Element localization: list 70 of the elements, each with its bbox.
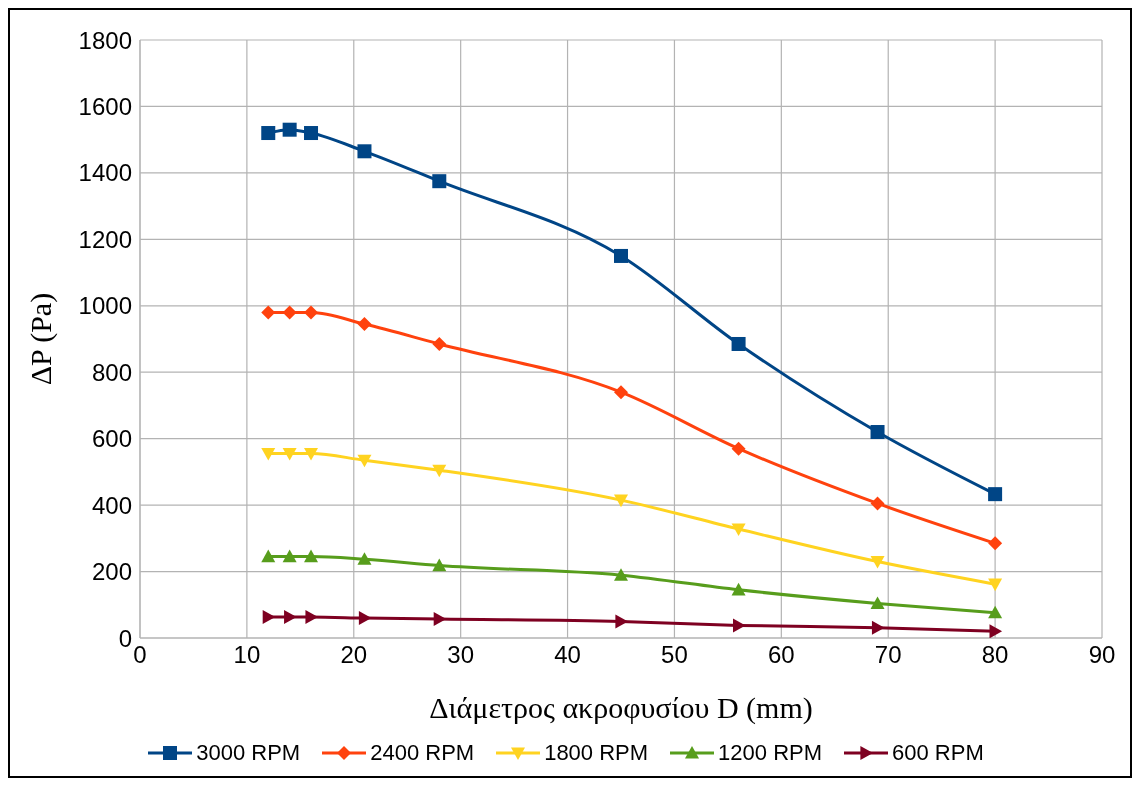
point [870,555,885,569]
point [614,494,628,508]
y-tick-label: 0 [118,624,132,652]
x-tick-label: 50 [661,641,688,669]
point [871,620,885,635]
x-axis-title: Διάμετρος ακροφυσίου D (mm) [429,691,813,725]
y-tick-label: 800 [91,358,132,386]
x-tick-label: 10 [233,641,261,669]
legend-label: 3000 RPM [196,740,301,766]
point [988,578,1003,592]
point [988,487,1003,502]
legend-label: 2400 RPM [370,740,475,766]
y-tick-label: 1000 [78,292,132,320]
point [614,248,628,263]
point [731,523,746,537]
point [432,464,447,478]
point [870,596,885,610]
point [731,336,746,351]
y-tick-label: 1200 [78,225,132,253]
y-axis-title: ΔP (Pa) [23,292,58,386]
x-tick-label: 20 [340,641,368,669]
point [432,336,447,351]
point [432,174,447,189]
point [282,549,297,563]
point [357,317,372,332]
point [261,305,276,320]
point [731,441,746,456]
point [432,558,447,572]
point [262,610,276,625]
legend-label: 1200 RPM [718,740,823,766]
y-tick-label: 400 [91,491,132,519]
point [614,385,628,400]
point [304,549,319,563]
x-tick-label: 70 [874,641,902,669]
x-tick-label: 40 [554,641,581,669]
point [989,624,1003,638]
point [870,425,885,440]
point [261,126,276,141]
legend-label: 600 RPM [892,740,984,766]
point [304,448,319,461]
y-tick-label: 600 [91,425,132,453]
point [731,582,746,596]
point [357,552,372,565]
point [870,496,885,511]
y-tick-label: 1800 [78,26,132,54]
x-tick-label: 60 [767,641,795,669]
y-tick-label: 1600 [78,92,132,120]
point [614,568,628,581]
x-tick-label: 80 [981,641,1009,669]
point [282,448,297,461]
x-tick-label: 90 [1088,641,1116,669]
point [615,614,628,629]
point [433,612,447,627]
point [988,605,1003,619]
point [358,611,372,626]
x-tick-label: 30 [447,641,475,669]
point [284,610,297,625]
point [988,536,1003,551]
point [304,305,319,320]
y-tick-label: 1400 [78,159,132,187]
point [732,618,746,633]
point [261,448,276,461]
point [282,122,297,137]
y-tick-label: 200 [91,558,132,586]
point [304,126,319,141]
point [261,549,276,563]
legend-label: 1800 RPM [544,740,649,766]
point [282,305,297,320]
point [357,454,372,468]
point [357,144,372,159]
